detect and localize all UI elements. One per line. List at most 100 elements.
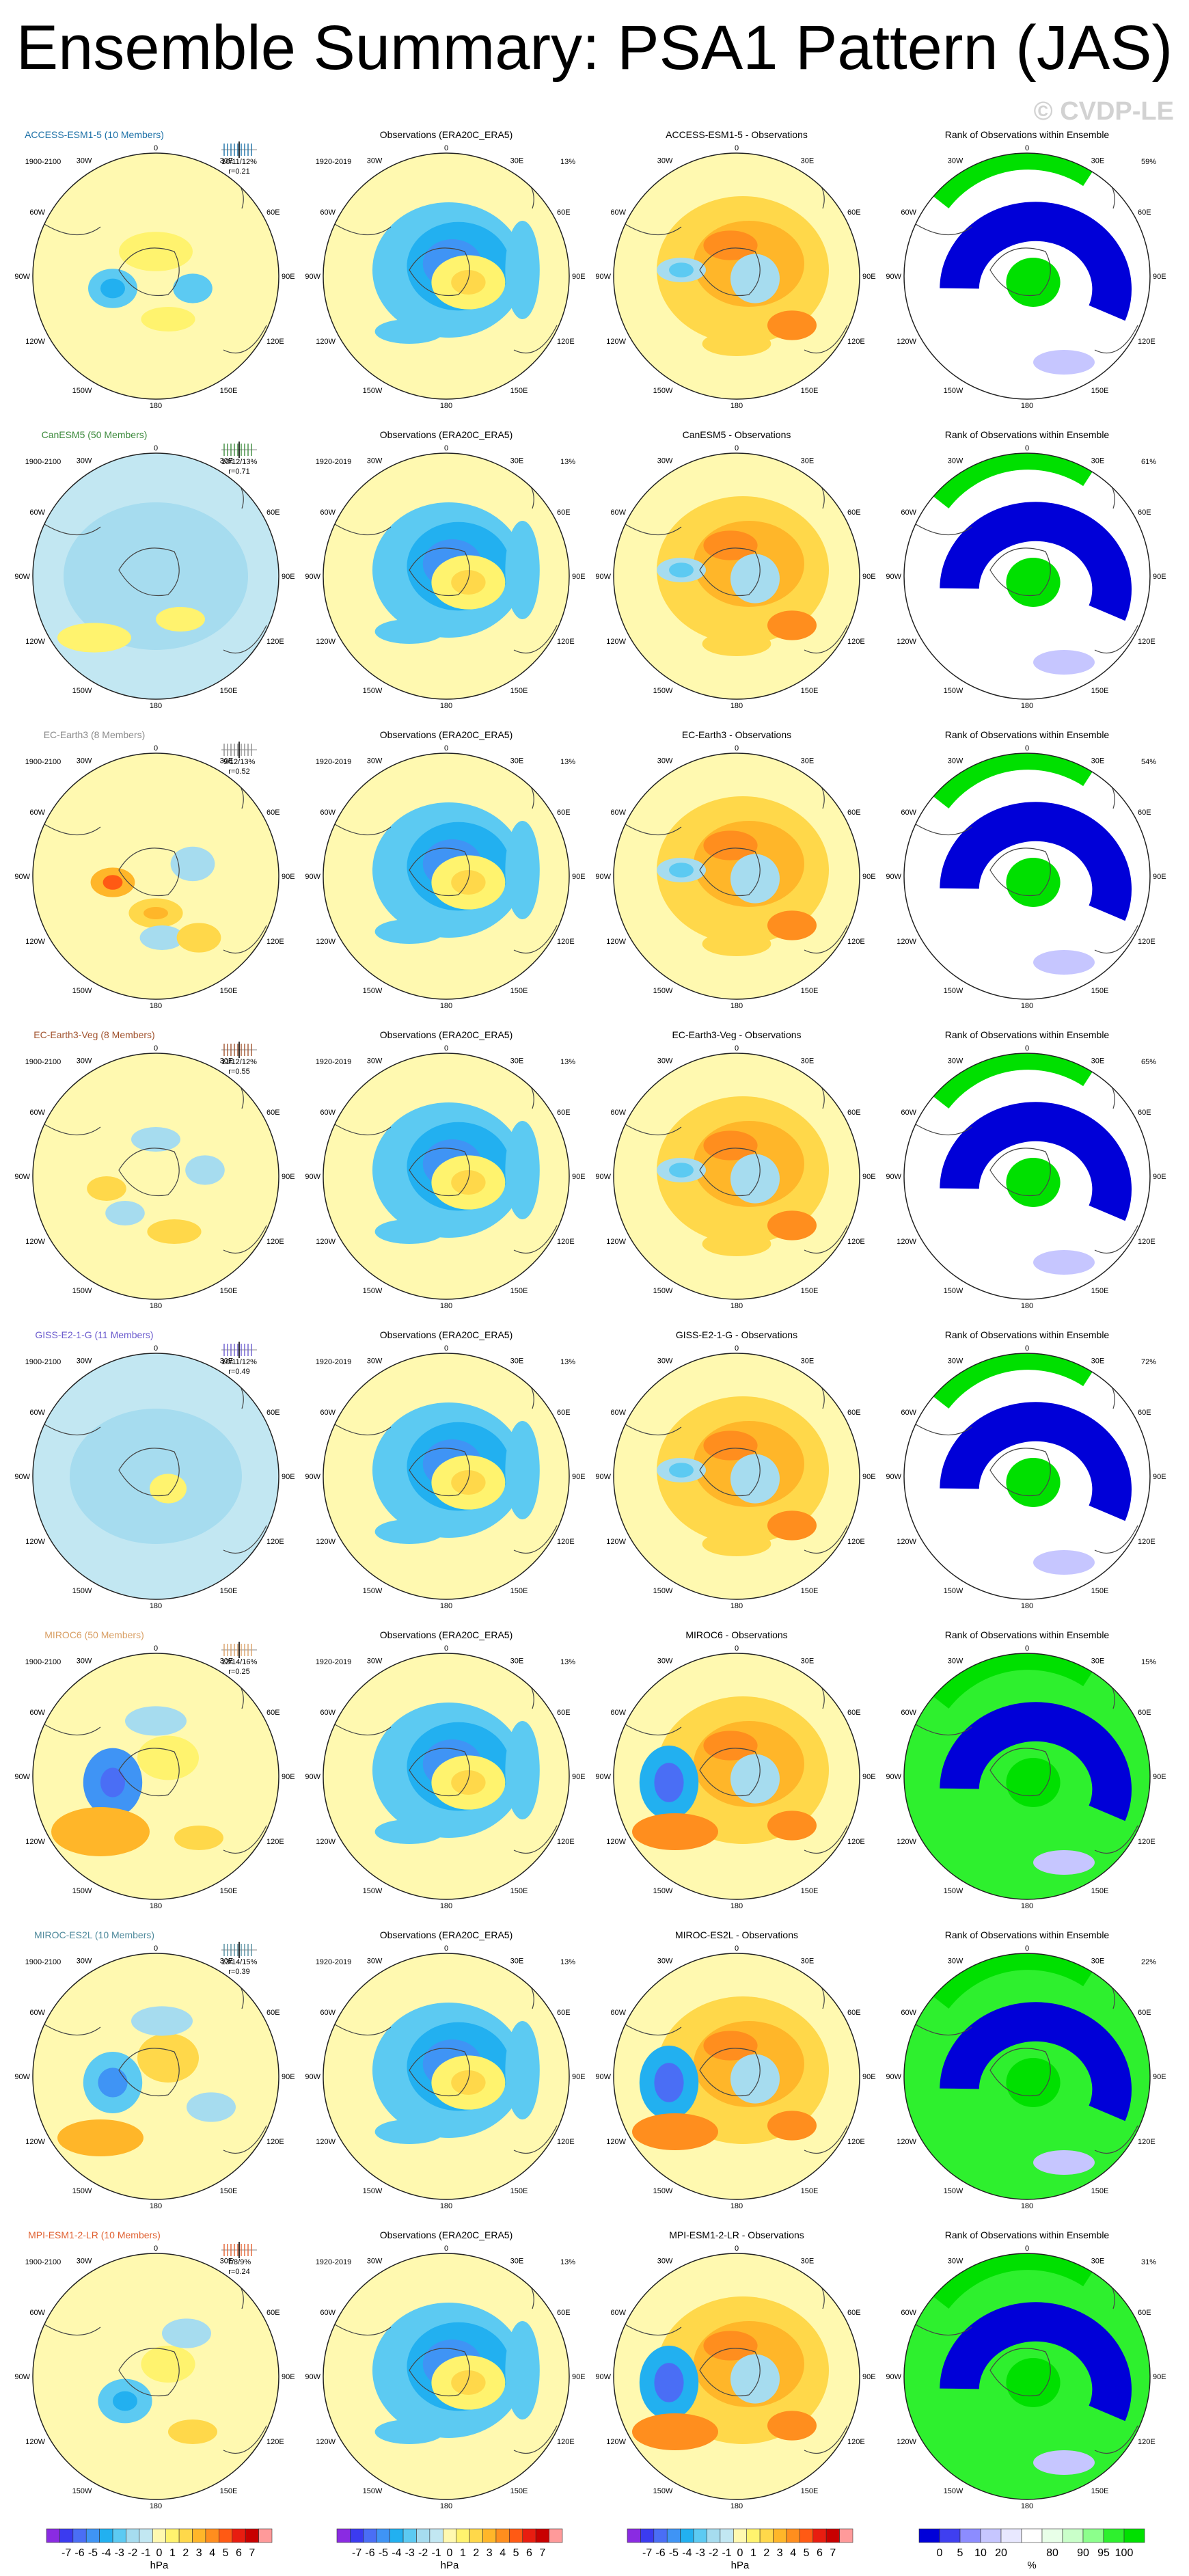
lon-label-30e: 30E bbox=[510, 1957, 524, 1965]
south-america-outline bbox=[329, 820, 392, 836]
difference-title: GISS-E2-1-G - Observations bbox=[676, 1329, 797, 1340]
lon-label-150w: 150W bbox=[72, 1887, 92, 1895]
lon-label-30e: 30E bbox=[1091, 757, 1105, 765]
lon-label-90e: 90E bbox=[572, 573, 586, 581]
contour-blob bbox=[730, 254, 780, 303]
antarctica-outline bbox=[699, 547, 761, 597]
lon-label-150w: 150W bbox=[72, 2487, 92, 2495]
rank-map-2: 0 180 90W 90E 30W 60W 30E 60E 120W 150W 120E 150E bbox=[886, 444, 1166, 710]
lon-label-120e: 120E bbox=[557, 338, 575, 346]
south-america-outline bbox=[38, 1720, 101, 1736]
lon-label-120e: 120E bbox=[266, 338, 284, 346]
lon-label-120w: 120W bbox=[897, 2138, 916, 2146]
colorbar-swatch bbox=[152, 2528, 167, 2543]
lon-label-120w: 120W bbox=[316, 1238, 336, 1246]
rank-patch bbox=[1033, 350, 1095, 375]
lon-label-0: 0 bbox=[444, 744, 448, 753]
south-america-outline bbox=[619, 2020, 682, 2036]
lon-label-90w: 90W bbox=[14, 873, 30, 881]
antarctica-outline bbox=[699, 247, 761, 297]
lon-label-180: 180 bbox=[730, 402, 743, 410]
contour-blob bbox=[702, 1532, 771, 1556]
lon-label-0: 0 bbox=[154, 1944, 158, 1953]
model-title: CanESM5 (50 Members) bbox=[42, 429, 148, 440]
lon-label-90w: 90W bbox=[595, 873, 611, 881]
model-pattern-map-2: 0 180 90W 90E 30W 60W 30E 60E 120W 150W 120E 150E bbox=[14, 444, 295, 710]
map-border bbox=[32, 452, 279, 700]
lon-label-150e: 150E bbox=[1091, 2187, 1109, 2195]
colorbar-swatch bbox=[416, 2528, 430, 2543]
observation-period: 1920-2019 bbox=[316, 1058, 352, 1066]
lon-label-150w: 150W bbox=[944, 2187, 964, 2195]
colorbar-tick: -3 bbox=[696, 2547, 705, 2559]
lon-label-30e: 30E bbox=[220, 1057, 234, 1065]
lon-label-120e: 120E bbox=[557, 1538, 575, 1546]
colorbar-swatch bbox=[139, 2528, 153, 2543]
page-title: Ensemble Summary: PSA1 Pattern (JAS) bbox=[16, 13, 1173, 83]
colorbar-swatch bbox=[839, 2528, 853, 2543]
lon-label-30e: 30E bbox=[220, 1357, 234, 1365]
lon-label-150w: 150W bbox=[363, 1287, 383, 1295]
lon-label-30w: 30W bbox=[657, 157, 673, 165]
colorbar-tick: -4 bbox=[101, 2547, 111, 2559]
colorbar-tick: -1 bbox=[431, 2547, 441, 2559]
colorbar-tick: 5 bbox=[223, 2547, 229, 2559]
lon-label-60w: 60W bbox=[610, 2309, 626, 2317]
lon-label-180: 180 bbox=[730, 1302, 743, 1310]
contour-blob bbox=[147, 1219, 202, 1244]
colorbar-swatch bbox=[1103, 2528, 1125, 2543]
antarctica-outline bbox=[409, 1448, 470, 1497]
model-period: 1900-2100 bbox=[25, 458, 62, 466]
lon-label-90e: 90E bbox=[1153, 1173, 1166, 1181]
rank-map-4: 0 180 90W 90E 30W 60W 30E 60E 120W 150W 120E 150E bbox=[886, 1044, 1166, 1310]
colorbar-tick: 1 bbox=[460, 2547, 466, 2559]
colorbar-swatch bbox=[232, 2528, 246, 2543]
contour-blob bbox=[730, 854, 780, 904]
lon-label-30w: 30W bbox=[948, 1657, 964, 1665]
rank-arc bbox=[933, 1653, 1094, 1709]
lon-label-0: 0 bbox=[444, 1044, 448, 1053]
lon-label-90e: 90E bbox=[282, 573, 295, 581]
australia-outline bbox=[223, 1825, 267, 1854]
lon-label-150e: 150E bbox=[220, 2187, 238, 2195]
lon-label-30e: 30E bbox=[1091, 2257, 1105, 2265]
australia-outline bbox=[804, 1225, 848, 1253]
lon-label-60w: 60W bbox=[901, 208, 916, 217]
lon-label-0: 0 bbox=[1025, 1044, 1029, 1053]
colorbar-tick: 3 bbox=[487, 2547, 493, 2559]
rank-title: Rank of Observations within Ensemble bbox=[945, 729, 1110, 740]
lon-label-60w: 60W bbox=[29, 809, 45, 817]
australia-outline bbox=[513, 2425, 558, 2454]
pattern-correlation: r=0.24 bbox=[228, 2268, 250, 2276]
antarctica-outline bbox=[699, 848, 761, 897]
lon-label-30w: 30W bbox=[367, 457, 383, 465]
lon-label-60e: 60E bbox=[1138, 208, 1151, 217]
observation-period: 1920-2019 bbox=[316, 1358, 352, 1366]
pattern-correlation: r=0.39 bbox=[228, 1968, 250, 1976]
lon-label-30w: 30W bbox=[77, 757, 92, 765]
colorbar-tick: 80 bbox=[1046, 2547, 1058, 2559]
contour-blob bbox=[632, 2113, 718, 2150]
contour-blob bbox=[131, 1127, 180, 1152]
colorbar-swatch bbox=[918, 2528, 940, 2543]
colorbar-unit: hPa bbox=[731, 2560, 750, 2571]
lon-label-90e: 90E bbox=[282, 1773, 295, 1781]
rank-ring bbox=[940, 2302, 1132, 2422]
lon-label-90w: 90W bbox=[305, 1173, 320, 1181]
lon-label-90e: 90E bbox=[1153, 2373, 1166, 2381]
contour-blob bbox=[451, 270, 486, 295]
explained-variance-stats: 10/11/12% bbox=[221, 1358, 257, 1366]
antarctica-outline bbox=[699, 1448, 761, 1497]
map-border bbox=[32, 1953, 279, 2200]
south-america-outline bbox=[619, 1420, 682, 1436]
lon-label-120e: 120E bbox=[1138, 638, 1156, 646]
lon-label-30w: 30W bbox=[657, 757, 673, 765]
observation-title: Observations (ERA20C_ERA5) bbox=[380, 429, 513, 440]
lon-label-30e: 30E bbox=[1091, 1957, 1105, 1965]
south-america-outline bbox=[619, 2320, 682, 2336]
variance-whisker-plot bbox=[221, 1642, 257, 1658]
contour-blob bbox=[137, 1735, 199, 1780]
contour-blob bbox=[168, 2419, 217, 2444]
colorbar-swatch bbox=[1000, 2528, 1022, 2543]
difference-title: MIROC6 - Observations bbox=[685, 1629, 787, 1640]
